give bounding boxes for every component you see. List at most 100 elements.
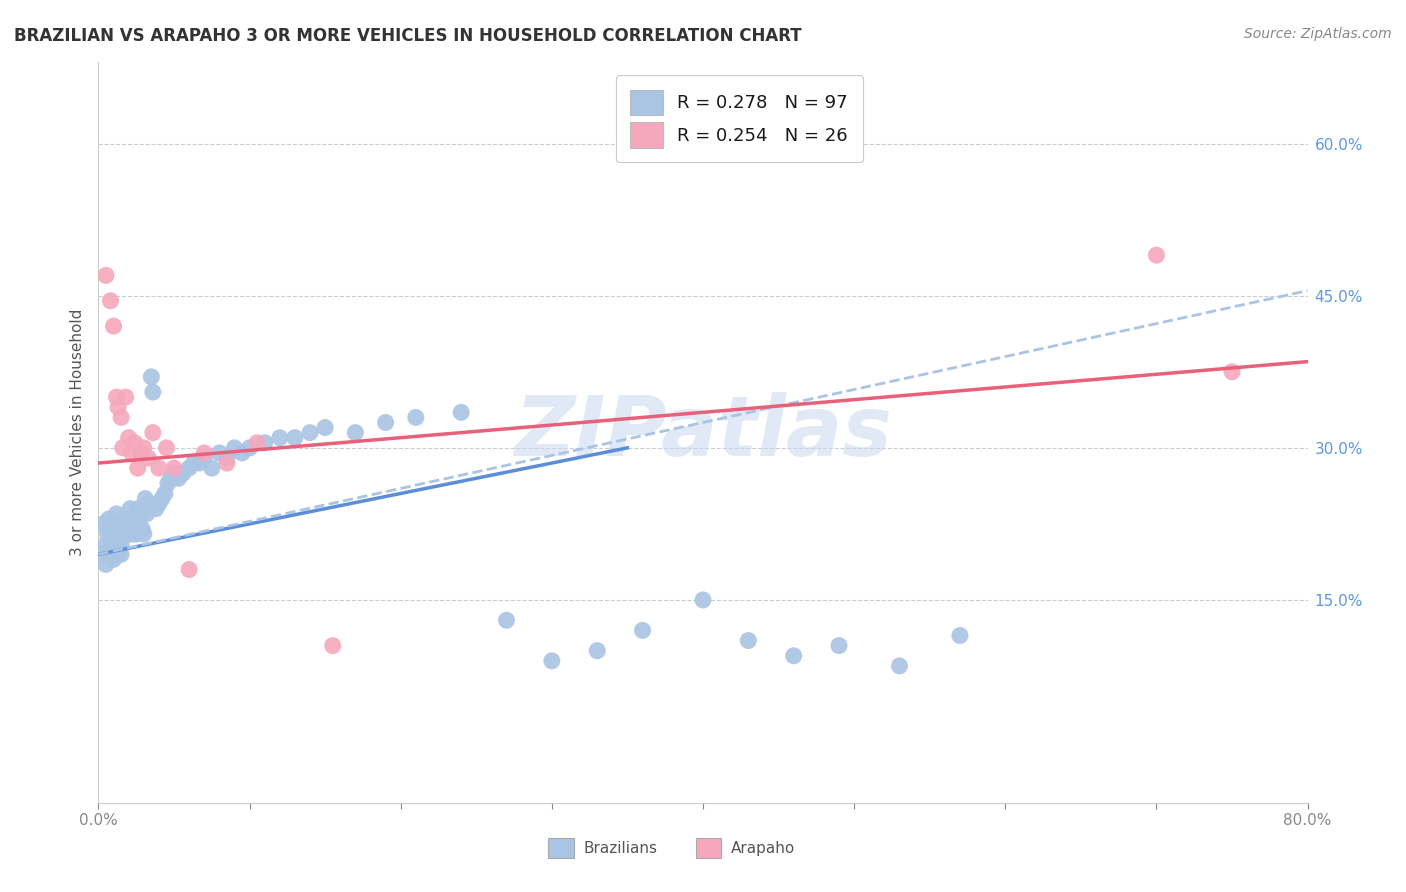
- Point: [91, 516, 114, 531]
- Point: [124, 522, 146, 536]
- Point: [193, 450, 215, 465]
- Point: [127, 461, 149, 475]
- Point: [208, 446, 231, 460]
- Point: [103, 319, 125, 334]
- Point: [828, 639, 851, 653]
- Point: [105, 390, 128, 404]
- Point: [118, 431, 141, 445]
- Point: [135, 507, 157, 521]
- Point: [737, 633, 759, 648]
- Point: [98, 512, 121, 526]
- Point: [114, 390, 136, 404]
- Point: [107, 401, 129, 415]
- Point: [129, 507, 152, 521]
- Point: [314, 420, 336, 434]
- Point: [450, 405, 472, 419]
- Point: [105, 507, 128, 521]
- Point: [94, 268, 117, 283]
- Point: [344, 425, 367, 440]
- Point: [94, 558, 117, 572]
- Point: [155, 441, 177, 455]
- Point: [136, 450, 159, 465]
- Point: [111, 516, 134, 531]
- Point: [148, 461, 170, 475]
- Point: [374, 416, 396, 430]
- Point: [215, 450, 238, 465]
- Point: [322, 639, 344, 653]
- Point: [188, 456, 211, 470]
- Point: [889, 659, 911, 673]
- Point: [131, 522, 153, 536]
- Point: [124, 435, 146, 450]
- Point: [284, 431, 307, 445]
- Point: [153, 486, 176, 500]
- Point: [103, 552, 125, 566]
- Text: Source: ZipAtlas.com: Source: ZipAtlas.com: [1244, 27, 1392, 41]
- Point: [167, 471, 190, 485]
- Point: [100, 532, 122, 546]
- Point: [692, 593, 714, 607]
- Point: [183, 456, 205, 470]
- Point: [142, 385, 165, 400]
- Point: [93, 547, 115, 561]
- Point: [253, 435, 276, 450]
- Point: [631, 624, 654, 638]
- Point: [118, 527, 141, 541]
- Legend: R = 0.278   N = 97, R = 0.254   N = 26: R = 0.278 N = 97, R = 0.254 N = 26: [616, 75, 862, 162]
- Point: [108, 516, 131, 531]
- Point: [142, 425, 165, 440]
- Point: [949, 628, 972, 642]
- Point: [96, 527, 118, 541]
- Text: BRAZILIAN VS ARAPAHO 3 OR MORE VEHICLES IN HOUSEHOLD CORRELATION CHART: BRAZILIAN VS ARAPAHO 3 OR MORE VEHICLES …: [14, 27, 801, 45]
- Point: [101, 527, 124, 541]
- Bar: [548, 838, 574, 858]
- Point: [107, 532, 129, 546]
- Point: [160, 471, 183, 485]
- Point: [495, 613, 517, 627]
- Point: [121, 446, 143, 460]
- Point: [103, 516, 125, 531]
- Point: [224, 441, 246, 455]
- Point: [110, 537, 132, 551]
- Point: [269, 431, 291, 445]
- Y-axis label: 3 or more Vehicles in Household: 3 or more Vehicles in Household: [69, 309, 84, 557]
- Point: [110, 410, 132, 425]
- Point: [128, 516, 150, 531]
- Text: ZIPatlas: ZIPatlas: [515, 392, 891, 473]
- Point: [121, 522, 143, 536]
- Point: [215, 456, 238, 470]
- Point: [115, 516, 138, 531]
- Point: [108, 542, 131, 557]
- Point: [179, 562, 201, 576]
- Point: [136, 497, 159, 511]
- Point: [111, 522, 134, 536]
- Text: Brazilians: Brazilians: [583, 841, 658, 855]
- Point: [134, 491, 156, 506]
- Point: [125, 507, 148, 521]
- Point: [105, 527, 128, 541]
- Point: [122, 527, 145, 541]
- Point: [405, 410, 427, 425]
- Point: [112, 512, 135, 526]
- Point: [193, 446, 215, 460]
- Point: [129, 446, 152, 460]
- Point: [127, 501, 149, 516]
- Point: [94, 537, 117, 551]
- Point: [132, 441, 155, 455]
- Point: [103, 542, 125, 557]
- Point: [1144, 248, 1167, 262]
- Point: [105, 542, 128, 557]
- Point: [98, 547, 121, 561]
- Point: [163, 461, 186, 475]
- Point: [107, 547, 129, 561]
- Point: [586, 643, 609, 657]
- Point: [122, 512, 145, 526]
- Point: [201, 461, 224, 475]
- Text: Arapaho: Arapaho: [731, 841, 796, 855]
- Point: [239, 441, 262, 455]
- Point: [100, 293, 122, 308]
- Point: [114, 516, 136, 531]
- Point: [148, 497, 170, 511]
- Point: [172, 466, 194, 480]
- Point: [118, 516, 141, 531]
